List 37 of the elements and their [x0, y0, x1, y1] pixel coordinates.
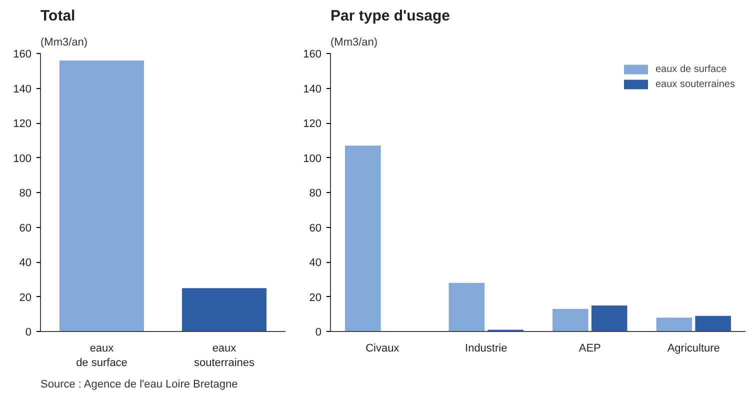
legend-label: eaux de surface: [656, 64, 727, 74]
y-tick-label: 40: [19, 257, 32, 269]
y-tick-label: 20: [19, 292, 32, 304]
y-tick-label: 160: [13, 48, 32, 60]
y-tick-label: 60: [19, 222, 32, 234]
y-tick-label: 140: [13, 83, 32, 96]
x-tick-label: Civaux: [366, 342, 400, 354]
y-tick-label: 40: [309, 257, 322, 269]
y-tick-label: 140: [303, 83, 322, 96]
y-tick-label: 80: [19, 188, 32, 200]
y-tick-label: 120: [13, 118, 32, 130]
y-tick-label: 100: [303, 152, 322, 165]
bar: [345, 146, 381, 332]
y-tick-label: 0: [25, 326, 32, 338]
x-tick-label: AEP: [578, 342, 601, 354]
x-tick-label: eaux souterraines: [194, 342, 256, 369]
bar: [591, 305, 628, 332]
bar: [656, 318, 692, 332]
chart-title: Total: [40, 8, 76, 24]
bar: [695, 316, 731, 332]
legend-label: eaux souterraines: [656, 78, 735, 90]
chart-title: Par type d'usage: [330, 8, 450, 24]
chart-subtitle: (Mm3/an): [40, 36, 88, 48]
bar: [552, 308, 588, 332]
x-tick-label: eaux de surface: [76, 342, 128, 369]
y-tick-label: 160: [303, 48, 322, 60]
source-note: Source : Agence de l'eau Loire Bretagne: [40, 378, 238, 390]
y-tick-label: 0: [315, 326, 322, 338]
y-tick-label: 20: [309, 292, 322, 304]
y-tick-label: 120: [303, 118, 322, 130]
chart-subtitle: (Mm3/an): [330, 36, 378, 48]
bar: [448, 282, 485, 332]
y-tick-label: 60: [309, 222, 322, 234]
x-tick-label: Agriculture: [667, 342, 720, 354]
x-tick-label: Industrie: [465, 342, 508, 354]
y-tick-label: 100: [13, 152, 32, 165]
y-tick-label: 80: [309, 188, 322, 200]
